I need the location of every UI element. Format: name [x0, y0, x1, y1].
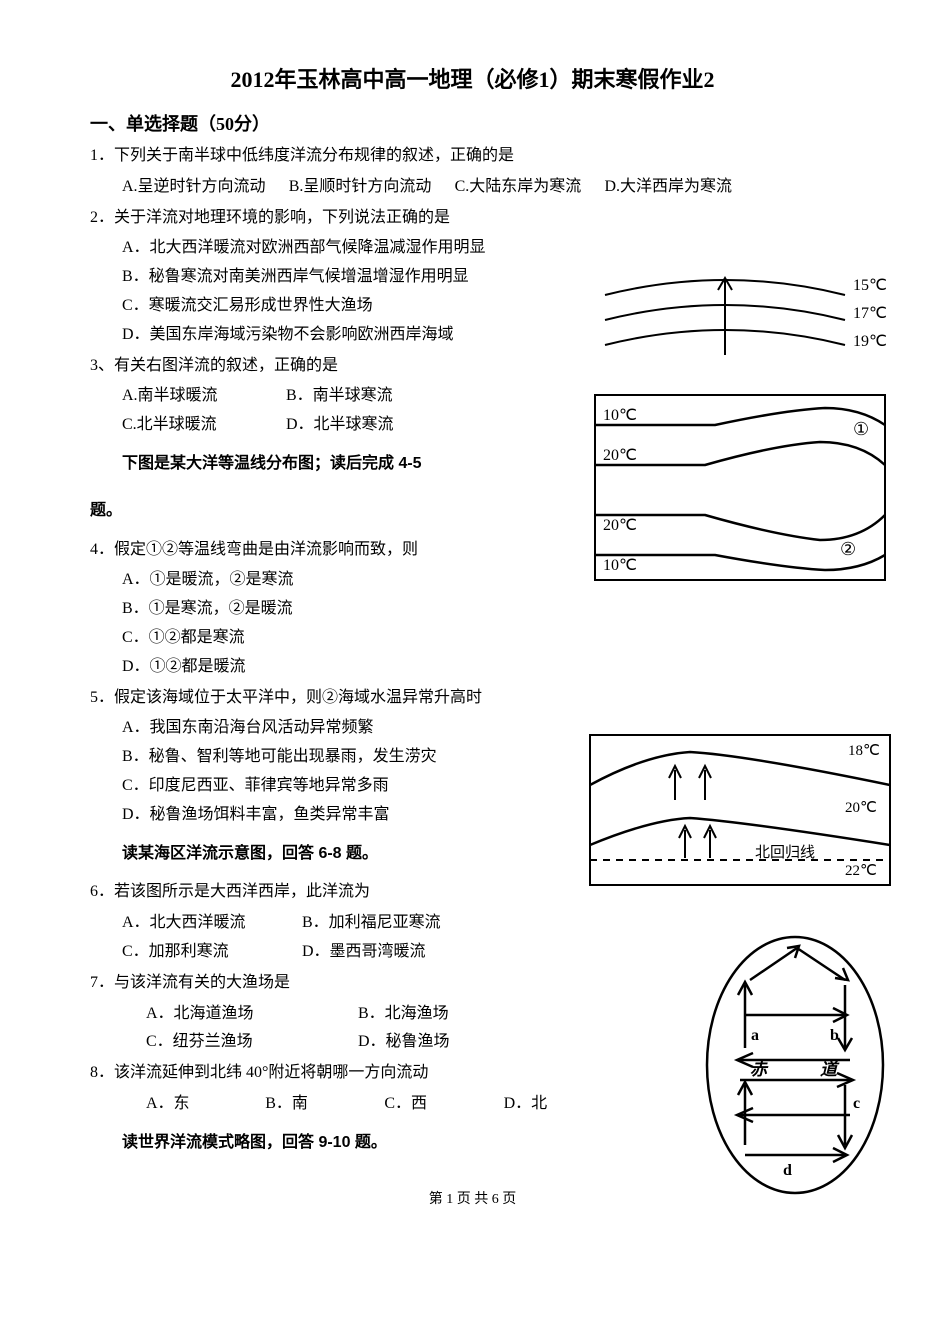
fig4-eq1: 赤	[750, 1060, 769, 1079]
fig1-t3: 19℃	[853, 333, 887, 350]
q8-C: C．西	[384, 1090, 480, 1119]
q3-D: D．北半球寒流	[286, 416, 394, 433]
q1-A: A.呈逆时针方向流动	[122, 173, 266, 202]
q8-D: D．北	[504, 1090, 600, 1119]
fig1-t2: 17℃	[853, 305, 887, 322]
q1-stem: 1．下列关于南半球中低纬度洋流分布规律的叙述，正确的是	[90, 142, 855, 171]
q1-C: C.大陆东岸为寒流	[455, 173, 582, 202]
fig4-eq2: 道	[820, 1060, 840, 1079]
fig3-label: 北回归线	[755, 844, 815, 861]
q8-B: B．南	[265, 1090, 361, 1119]
q4-B: B．①是寒流，②是暖流	[122, 595, 855, 624]
q5-stem: 5．假定该海域位于太平洋中，则②海域水温异常升高时	[90, 684, 855, 713]
section-heading: 一、单选择题（50分）	[90, 108, 855, 140]
q1-D: D.大洋西岸为寒流	[605, 173, 733, 202]
q7-D: D．秘鲁渔场	[358, 1033, 450, 1050]
q7-C: C．纽芬兰渔场	[146, 1028, 354, 1057]
q4-C: C．①②都是寒流	[122, 624, 855, 653]
fig1-t1: 15℃	[853, 277, 887, 294]
fig2-l3: 20℃	[603, 517, 637, 534]
q2-A: A．北大西洋暖流对欧洲西部气候降温减湿作用明显	[122, 234, 855, 263]
q4-D: D．①②都是暖流	[122, 653, 855, 682]
page-title: 2012年玉林高中高一地理（必修1）期末寒假作业2	[90, 60, 855, 100]
fig4-a: a	[751, 1027, 759, 1044]
fig3-t2: 20℃	[845, 800, 877, 816]
q6-A: A．北大西洋暖流	[122, 909, 298, 938]
fig2-l4: 10℃	[603, 557, 637, 574]
q1-B: B.呈顺时针方向流动	[289, 173, 432, 202]
q6-D: D．墨西哥湾暖流	[302, 943, 426, 960]
q3-C: C.北半球暖流	[122, 411, 282, 440]
fig3-t3: 22℃	[845, 863, 877, 879]
fig2-m1: ①	[853, 419, 869, 439]
q8-A: A．东	[146, 1090, 242, 1119]
fig4-d: d	[783, 1162, 792, 1179]
q1-options: A.呈逆时针方向流动 B.呈顺时针方向流动 C.大陆东岸为寒流 D.大洋西岸为寒…	[90, 173, 855, 202]
q6-C: C．加那利寒流	[122, 938, 298, 967]
q7-A: A．北海道渔场	[146, 1000, 354, 1029]
fig2-l1: 10℃	[603, 407, 637, 424]
q3-B: B．南半球寒流	[286, 387, 393, 404]
q3-A: A.南半球暖流	[122, 382, 282, 411]
q6-B: B．加利福尼亚寒流	[302, 914, 441, 931]
fig4-c: c	[853, 1095, 860, 1112]
fig3-t1: 18℃	[848, 743, 880, 759]
fig2-l2: 20℃	[603, 447, 637, 464]
fig2-m2: ②	[840, 539, 856, 559]
fig4-b: b	[830, 1027, 839, 1044]
q7-B: B．北海渔场	[358, 1005, 449, 1022]
q2-stem: 2．关于洋流对地理环境的影响，下列说法正确的是	[90, 204, 855, 233]
